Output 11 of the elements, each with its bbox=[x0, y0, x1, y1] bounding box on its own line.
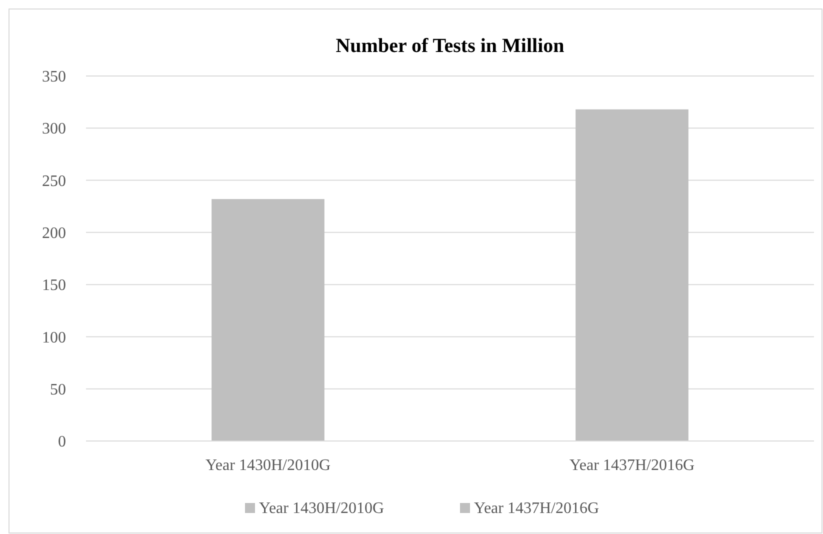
legend-label: Year 1437H/2016G bbox=[474, 500, 600, 517]
y-tick-label: 300 bbox=[42, 120, 66, 138]
y-tick-label: 0 bbox=[58, 434, 66, 451]
y-tick-label: 150 bbox=[42, 277, 66, 294]
y-tick-label: 350 bbox=[42, 68, 66, 86]
chart-title: Number of Tests in Million bbox=[336, 35, 564, 57]
y-tick-label: 250 bbox=[42, 172, 66, 190]
y-tick-label: 100 bbox=[42, 329, 66, 346]
legend-label: Year 1430H/2010G bbox=[259, 500, 384, 517]
y-tick-label: 50 bbox=[50, 381, 66, 398]
y-tick-label: 200 bbox=[42, 225, 66, 242]
